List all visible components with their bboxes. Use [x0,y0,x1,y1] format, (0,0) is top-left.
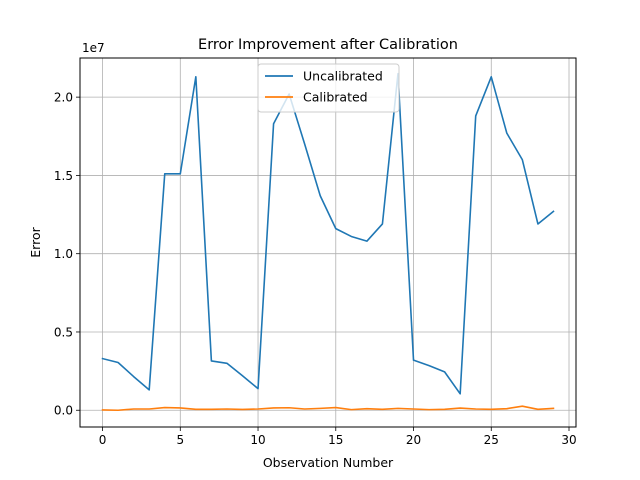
series-line-uncalibrated [101,72,555,395]
y-axis-label: Error [28,226,43,257]
plot-frame [79,57,577,428]
chart-title: Error Improvement after Calibration [198,37,458,53]
y-tick-label: 2.0 [54,91,73,105]
series-line-calibrated [101,405,555,412]
legend-label-calibrated: Calibrated [303,90,368,105]
legend-label-uncalibrated: Uncalibrated [303,69,383,84]
x-tick-label: 25 [484,433,499,447]
x-axis: 0 5 10 15 20 25 30 [99,427,577,447]
y-tick-label: 0.5 [54,325,73,339]
y-axis: 0.0 0.5 1.0 1.5 2.0 [54,91,80,418]
x-axis-label: Observation Number [263,455,394,470]
y-axis-offset-text: 1e7 [82,41,105,55]
y-tick-label: 1.5 [54,169,73,183]
legend-box [257,63,400,113]
x-tick-label: 20 [406,433,421,447]
y-tick-label: 0.0 [54,404,73,418]
x-tick-label: 5 [176,433,184,447]
x-tick-label: 0 [99,433,107,447]
series-layer [101,72,555,412]
legend: Uncalibrated Calibrated [257,63,400,113]
y-tick-label: 1.0 [54,247,73,261]
x-tick-label: 30 [561,433,576,447]
x-tick-label: 15 [328,433,343,447]
x-tick-label: 10 [250,433,265,447]
plot-area [80,58,576,427]
